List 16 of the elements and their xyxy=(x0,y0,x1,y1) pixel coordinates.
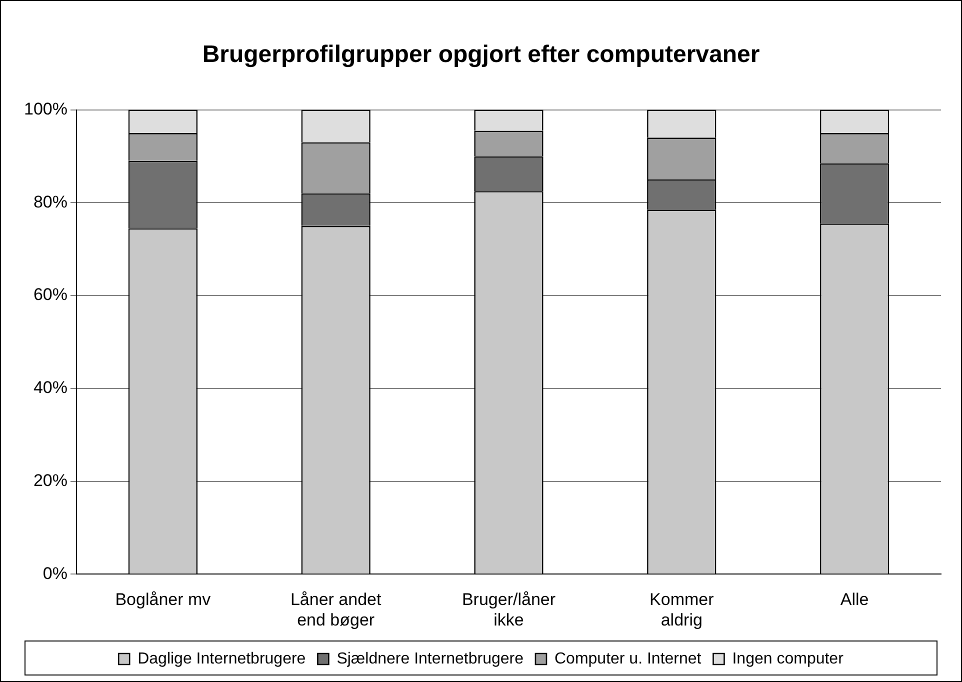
x-tick-label: Låner andet end bøger xyxy=(290,590,382,630)
x-tick-label: Alle xyxy=(840,590,869,610)
y-tick-label: 100% xyxy=(24,99,68,118)
y-tick-label: 80% xyxy=(33,192,68,212)
x-tick-label: Boglåner mv xyxy=(115,590,212,610)
legend-label: Sjældnere Internetbrugere xyxy=(336,650,524,668)
y-tick-label: 40% xyxy=(33,378,68,398)
legend-label: Computer u. Internet xyxy=(554,650,702,668)
legend-label: Daglige Internetbrugere xyxy=(138,650,306,668)
y-tick-label: 60% xyxy=(33,285,68,304)
legend-label: Ingen computer xyxy=(732,650,844,668)
x-tick-label: Bruger/låner ikke xyxy=(462,590,556,630)
x-tick-label: Kommer aldrig xyxy=(650,590,714,630)
chart-title: Brugerprofilgrupper opgjort efter computervaner xyxy=(202,41,760,68)
y-tick-label: 20% xyxy=(33,471,68,490)
y-tick-label: 0% xyxy=(42,564,68,583)
